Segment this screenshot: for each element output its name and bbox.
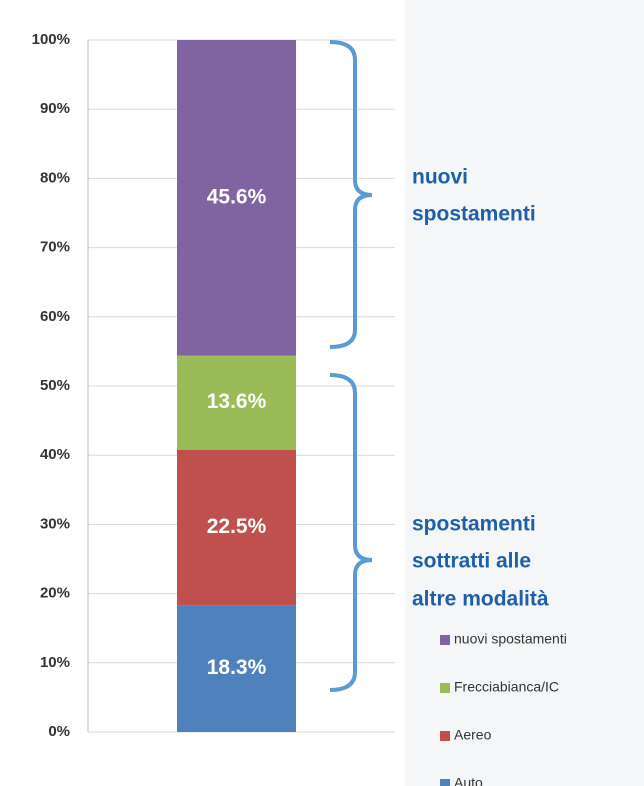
y-tick-label: 50% xyxy=(40,377,70,394)
annotation: spostamenti xyxy=(412,513,536,536)
legend-swatch xyxy=(440,635,450,645)
bars: 18.3% 22.5% 13.6% 45.6% xyxy=(177,40,296,732)
legend-swatch xyxy=(440,731,450,741)
annotation: altre modalità xyxy=(412,588,549,611)
legend-label: nuovi spostamenti xyxy=(454,631,567,647)
y-tick-label: 0% xyxy=(48,723,70,740)
page: {"chart_data": {"type": "stacked-bar", "… xyxy=(0,0,644,786)
annotation: nuovi xyxy=(412,166,468,189)
y-tick-label: 100% xyxy=(32,31,70,48)
data-label: 18.3% xyxy=(207,656,267,679)
legend-swatch xyxy=(440,683,450,693)
legend-label: Frecciabianca/IC xyxy=(454,679,559,695)
annotation: spostamenti xyxy=(412,203,536,226)
data-label: 22.5% xyxy=(207,515,267,538)
y-tick-label: 80% xyxy=(40,169,70,186)
y-tick-label: 60% xyxy=(40,308,70,325)
data-label: 45.6% xyxy=(207,185,267,208)
data-label: 13.6% xyxy=(207,390,267,413)
y-tick-label: 30% xyxy=(40,515,70,532)
legend-swatch xyxy=(440,779,450,786)
y-tick-label: 70% xyxy=(40,239,70,256)
y-tick-label: 40% xyxy=(40,446,70,463)
legend-label: Auto xyxy=(454,775,483,786)
y-tick-label: 90% xyxy=(40,100,70,117)
chart: 0% 10% 20% 30% 40% 50% 60% 70% 80% 90% 100% 18.3% 2… xyxy=(0,0,644,786)
legend: Auto Aereo Frecciabianca/IC nuovi spostamen… xyxy=(440,631,567,786)
y-tick-label: 10% xyxy=(40,654,70,671)
y-tick-label: 20% xyxy=(40,585,70,602)
legend-label: Aereo xyxy=(454,727,492,743)
annotation: sottratti alle xyxy=(412,550,531,573)
